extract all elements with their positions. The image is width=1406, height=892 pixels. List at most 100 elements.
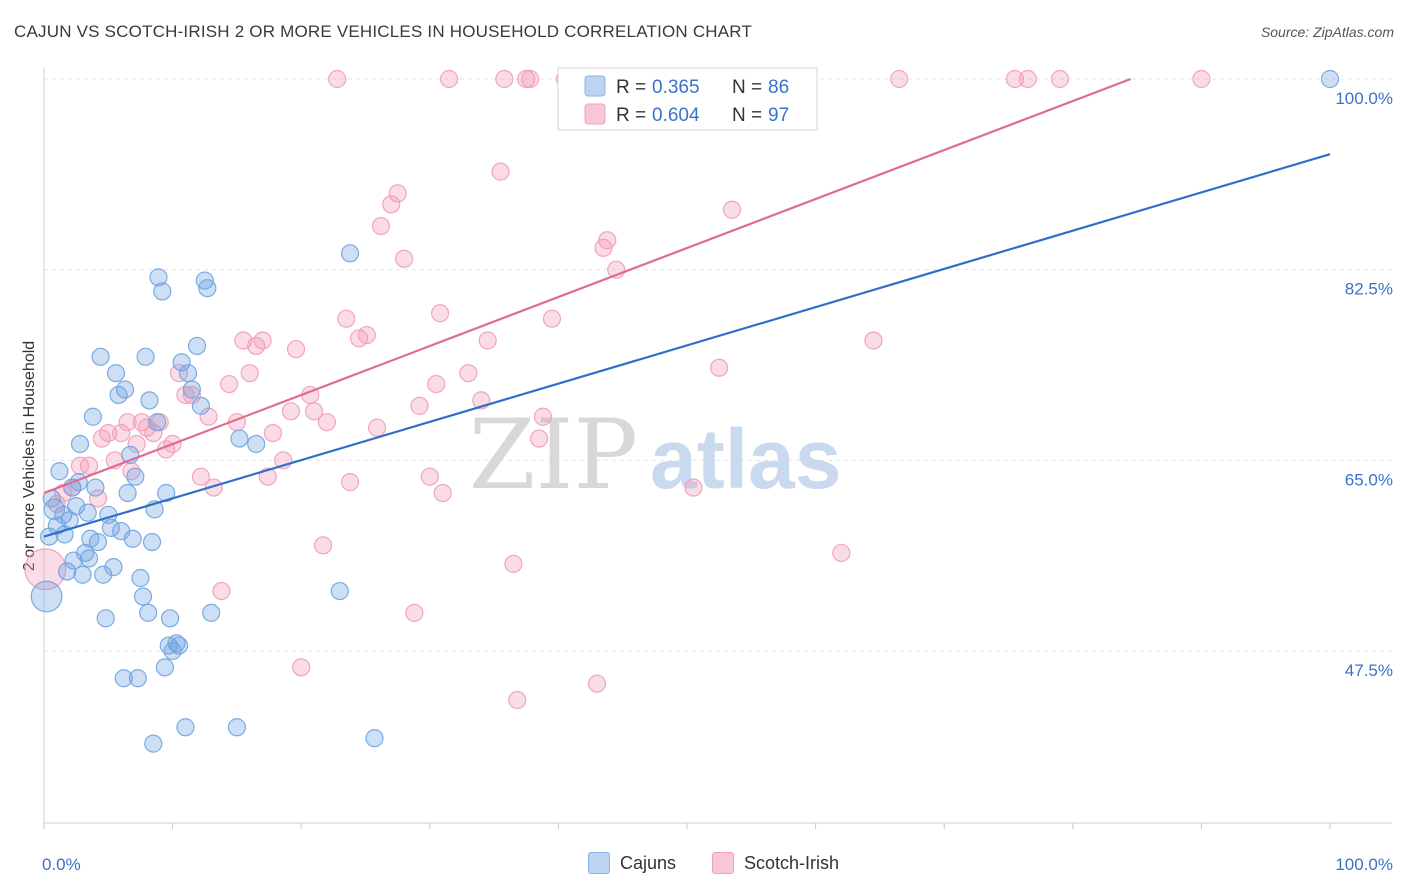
scotch-irish-point [99,423,118,443]
axes [43,68,1392,829]
scotch-irish-point [367,418,387,437]
scotch-irish-point [281,402,301,421]
cajun-point [155,658,174,677]
scotch-irish-point [253,331,272,350]
scotch-irish-point [410,396,429,415]
scotch-irish-point [382,195,401,214]
cajun-point [230,429,249,448]
cajun-point [247,434,266,454]
trend-lines [43,77,1331,538]
scotch-irish-point [832,543,851,563]
scotch-irish-point [598,231,617,250]
cajun-point [58,562,77,581]
scotch-irish-point [371,216,391,236]
scotch-irish-point [459,364,478,383]
cajun-point [160,609,180,628]
cajun-point [115,380,135,399]
scotch-irish-point [328,69,347,89]
bottom-legend-cajun-label: Cajuns [620,852,677,873]
y-tick-label-0: 47.5% [1345,661,1393,680]
x-tick-label-1: 100.0% [1335,855,1393,874]
scotch-irish-point [191,467,210,486]
cajun-point [67,496,86,516]
bottom-legend: Cajuns Scotch-Irish [0,852,1406,880]
cajun-point [187,336,207,356]
cajun-point [153,282,172,301]
scotch-irish-point [710,358,729,377]
watermark-zip: ZIP [469,399,638,511]
scotch-irish-point [587,674,607,693]
scotch-irish-point [495,69,514,89]
scotch-irish-point [864,331,883,350]
bottom-legend-scotch: Scotch-Irish [712,852,839,874]
legend-scotch-n-label: N = [732,105,762,126]
scotch-irish-point [433,483,452,503]
cajun-point [79,549,99,568]
watermark-atlas: atlas [650,412,841,506]
bottom-legend-cajun: Cajuns [588,852,676,874]
scotch-irish-point [313,536,333,555]
cajun-point [169,636,189,655]
cajun-point [70,434,90,454]
cajun-point [30,580,63,613]
legend-cajun-n-value: 86 [768,77,789,98]
scotch-irish-point [405,603,424,622]
cajun-point [94,565,113,584]
scotch-irish-point [491,162,510,181]
legend-scotch-r-value: 0.604 [652,105,700,126]
cajun-point [340,244,360,263]
scotch-irish-point [337,309,356,328]
scotch-irish-point [890,69,909,89]
cajun-point [330,581,349,601]
scotch-irish-point [517,69,536,89]
watermark: ZIP atlas [469,399,842,511]
legend-box: R = 0.365 N = 86 R = 0.604 N = 97 [557,67,818,131]
cajun-point [73,565,92,584]
scotch-irish-point [521,69,540,89]
scotch-irish-point [88,489,108,508]
chart-title: CAJUN VS SCOTCH-IRISH 2 OR MORE VEHICLES… [14,22,753,41]
legend-cajun-r-label: R = [616,77,646,98]
scotch-irish-point [132,413,151,432]
cajun-point [191,396,210,415]
scotch-irish-point [533,407,553,426]
scotch-irish-point [263,423,283,443]
scotch-irish-point [240,364,259,383]
scotch-irish-point [340,473,360,492]
cajun-point [123,529,142,548]
scotch-irish-point [1018,69,1037,89]
scotch-irish-point [439,69,459,89]
cajun-point [50,462,69,481]
y-tick-label-1: 65.0% [1345,470,1393,489]
cajun-point [365,729,384,748]
cajun-point [182,380,201,399]
cajun-point [140,391,159,410]
scotch-irish-point [427,374,446,394]
cajun-point [126,467,145,486]
legend-scotch-r-label: R = [616,105,646,126]
source-label: Source: ZipAtlas.com [1260,24,1394,40]
scotch-irish-trend-line [43,77,1132,495]
scotch-irish-point [1005,69,1025,89]
scotch-irish-point [420,467,439,486]
scotch-irish-point [388,184,407,203]
cajun-point [227,718,246,737]
cajun-point [202,603,221,622]
cajun-point [106,364,126,383]
cajun-point [139,603,158,622]
cajun-point [83,407,102,426]
scotch-irish-point [394,249,414,268]
cajun-trend-line [43,153,1331,538]
scotch-irish-point [79,456,99,475]
cajun-point [133,587,153,606]
cajun-point [118,483,137,503]
scotch-irish-point [144,423,163,443]
cajun-point [86,478,105,497]
cajun-point [43,498,66,521]
cajun-point [91,347,110,366]
cajun-point [96,609,115,628]
cajun-point [114,669,133,688]
scotch-irish-point [357,325,376,345]
y-tick-label-2: 82.5% [1345,280,1393,299]
